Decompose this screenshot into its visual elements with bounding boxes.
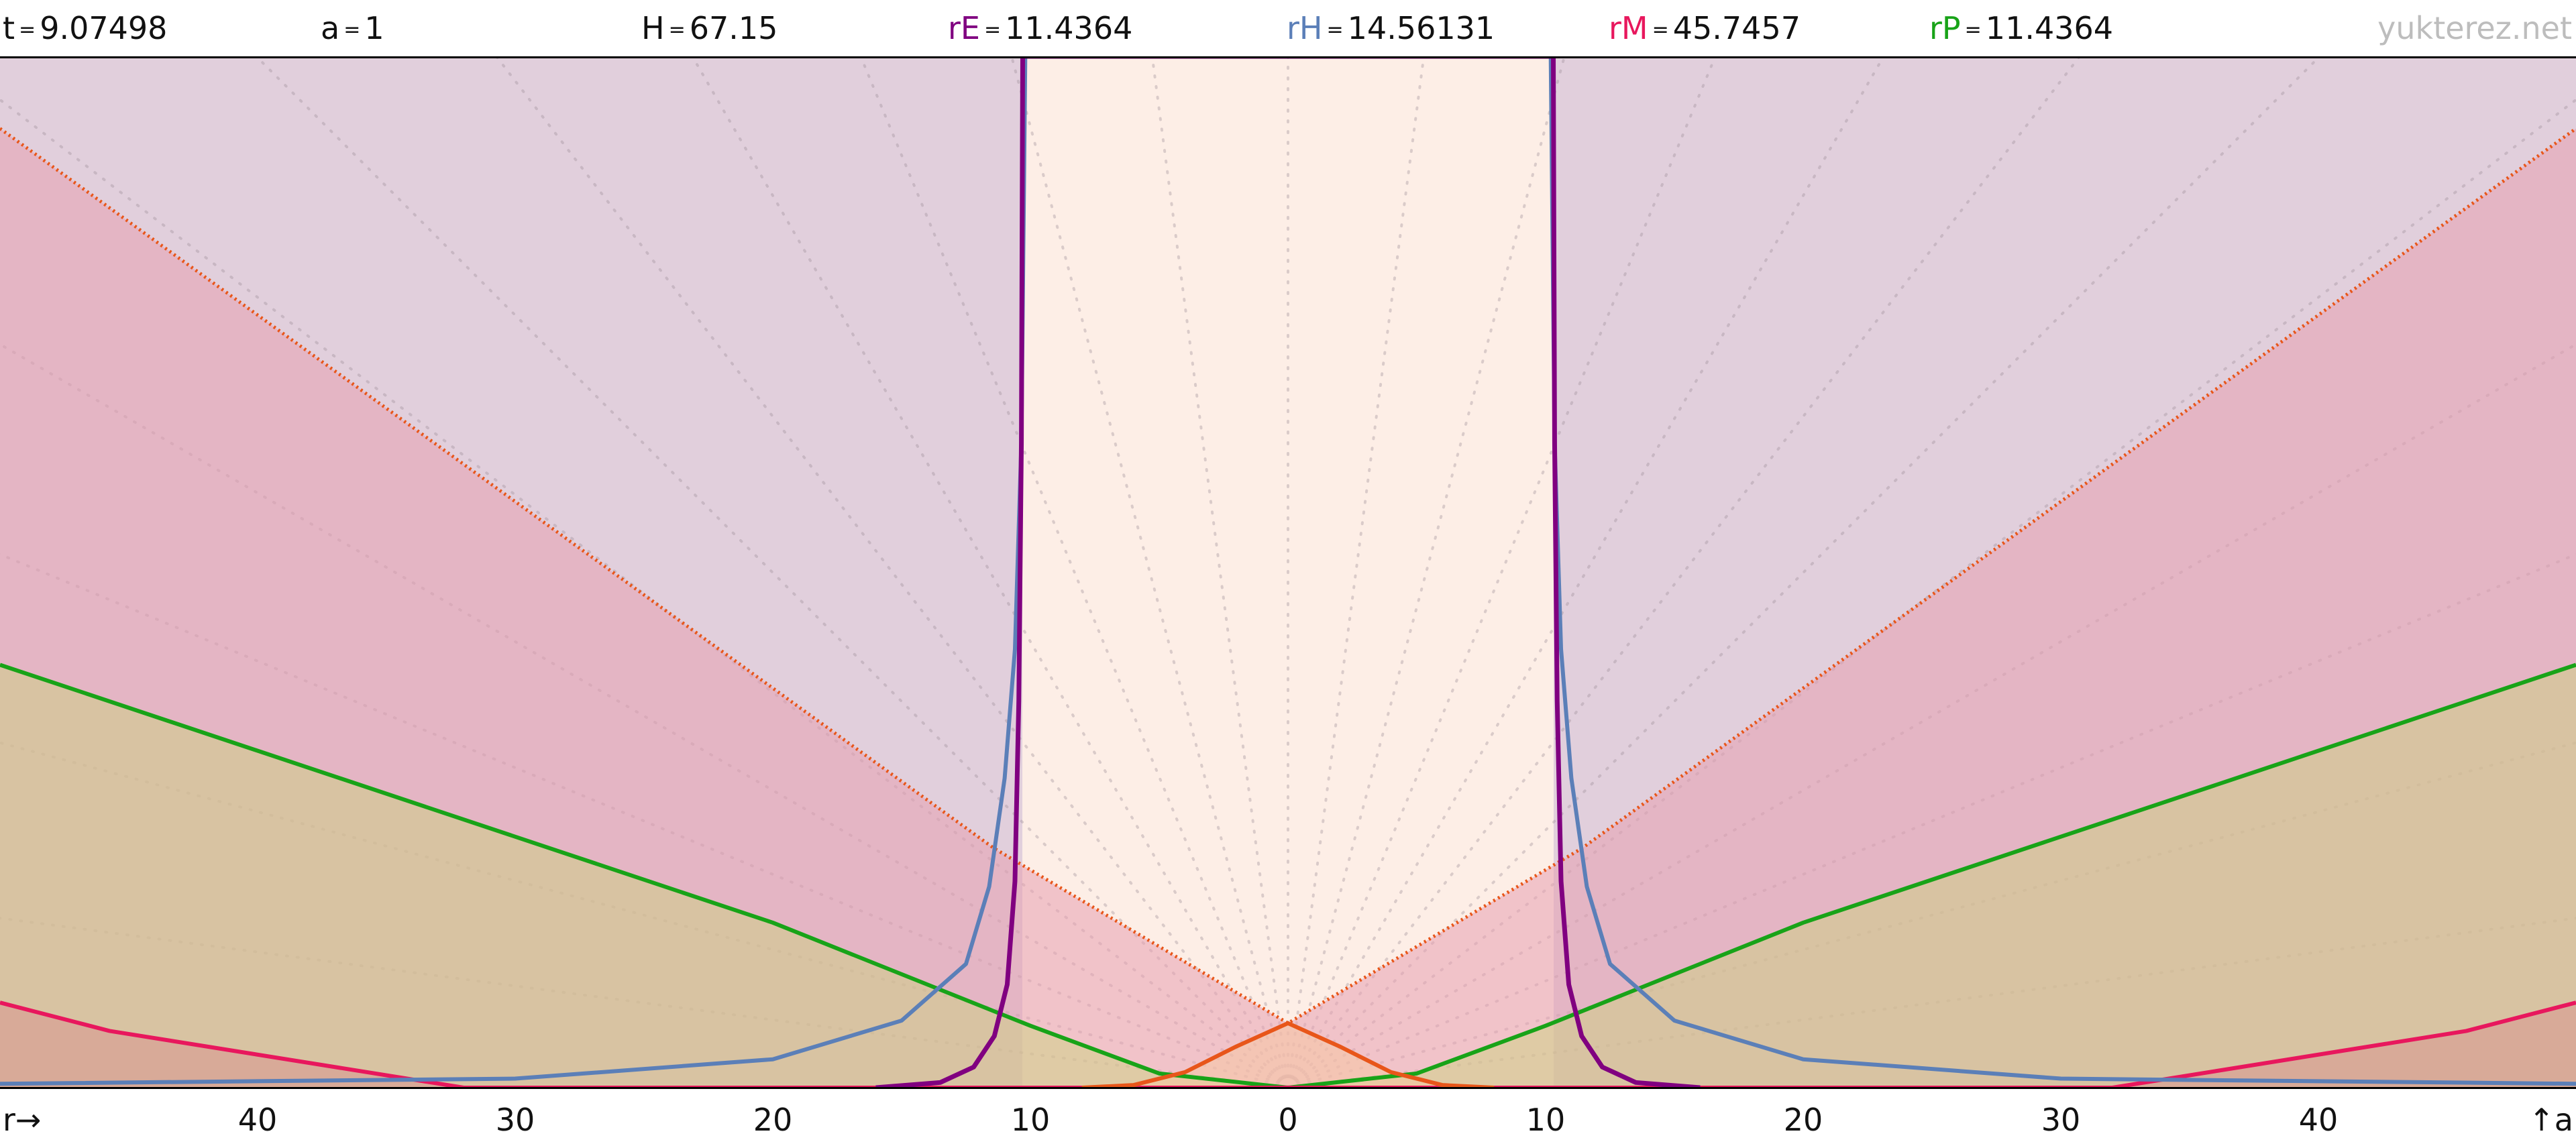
header-bar: t = 9.07498 a = 1 H = 67.15 rE = 11.4364 rH = 14.5… bbox=[0, 0, 2576, 56]
orange-dotted-region bbox=[0, 128, 2576, 1088]
param-rP-value: 11.4364 bbox=[1985, 10, 2114, 46]
x-tick-label: 0 bbox=[1278, 1102, 1298, 1138]
grid-ray bbox=[1287, 56, 1886, 1089]
param-rH: rH = 14.56131 bbox=[1287, 10, 1495, 46]
param-a-label: a bbox=[321, 10, 340, 46]
param-H: H = 67.15 bbox=[641, 10, 778, 46]
x-tick-label: 30 bbox=[495, 1102, 535, 1138]
x-tick-label: 40 bbox=[237, 1102, 278, 1138]
series-line-blue bbox=[0, 56, 2576, 1086]
x-tick-label: 40 bbox=[2298, 1102, 2339, 1138]
param-rE-label: rE bbox=[948, 10, 980, 46]
grid-ray bbox=[254, 56, 1289, 1089]
grid-ray bbox=[1010, 56, 1289, 1089]
grid-ray bbox=[1287, 56, 2082, 1089]
green-region bbox=[0, 665, 2576, 1088]
param-a-value: 1 bbox=[364, 10, 384, 46]
param-t: t = 9.07498 bbox=[3, 10, 168, 46]
param-rE: rE = 11.4364 bbox=[948, 10, 1133, 46]
param-rP-label: rP bbox=[1929, 10, 1961, 46]
series-line-purple bbox=[875, 56, 1701, 1089]
site-watermark: yukterez.net bbox=[2377, 10, 2572, 46]
x-tick-label: 10 bbox=[1525, 1102, 1566, 1138]
x-axis-labels: r→ ↑a 40 30 20 10 0 10 20 30 40 bbox=[0, 1089, 2576, 1148]
region-fills bbox=[0, 128, 2576, 1088]
inner-region-fill bbox=[1022, 56, 1554, 1089]
y-axis-title: ↑a bbox=[2528, 1102, 2573, 1138]
x-tick-label: 10 bbox=[1010, 1102, 1051, 1138]
grid-ray bbox=[859, 56, 1289, 1089]
param-rM: rM = 45.7457 bbox=[1609, 10, 1801, 46]
grid-ray bbox=[1287, 56, 1717, 1089]
grid-ray bbox=[494, 56, 1289, 1089]
param-rH-value: 14.56131 bbox=[1347, 10, 1495, 46]
param-t-value: 9.07498 bbox=[40, 10, 168, 46]
series-line-orange bbox=[1081, 1021, 1495, 1089]
x-axis-title: r→ bbox=[3, 1102, 42, 1138]
grid-ray bbox=[1150, 56, 1289, 1089]
x-tick-label: 30 bbox=[2041, 1102, 2081, 1138]
param-H-label: H bbox=[641, 10, 665, 46]
param-rM-value: 45.7457 bbox=[1672, 10, 1801, 46]
red-region bbox=[0, 1002, 2576, 1088]
grid-ray bbox=[1287, 56, 1426, 1089]
param-rM-label: rM bbox=[1609, 10, 1648, 46]
param-t-label: t bbox=[3, 10, 15, 46]
param-rE-value: 11.4364 bbox=[1005, 10, 1133, 46]
x-tick-label: 20 bbox=[753, 1102, 793, 1138]
param-rH-label: rH bbox=[1287, 10, 1323, 46]
plot-area bbox=[0, 56, 2576, 1089]
grid-ray bbox=[690, 56, 1289, 1089]
grid-ray bbox=[1287, 56, 2322, 1089]
x-tick-label: 20 bbox=[1783, 1102, 1823, 1138]
param-a: a = 1 bbox=[321, 10, 384, 46]
orange-region bbox=[1081, 1023, 1495, 1088]
param-rP: rP = 11.4364 bbox=[1929, 10, 2114, 46]
grid-ray bbox=[1287, 56, 1566, 1089]
param-H-value: 67.15 bbox=[689, 10, 778, 46]
